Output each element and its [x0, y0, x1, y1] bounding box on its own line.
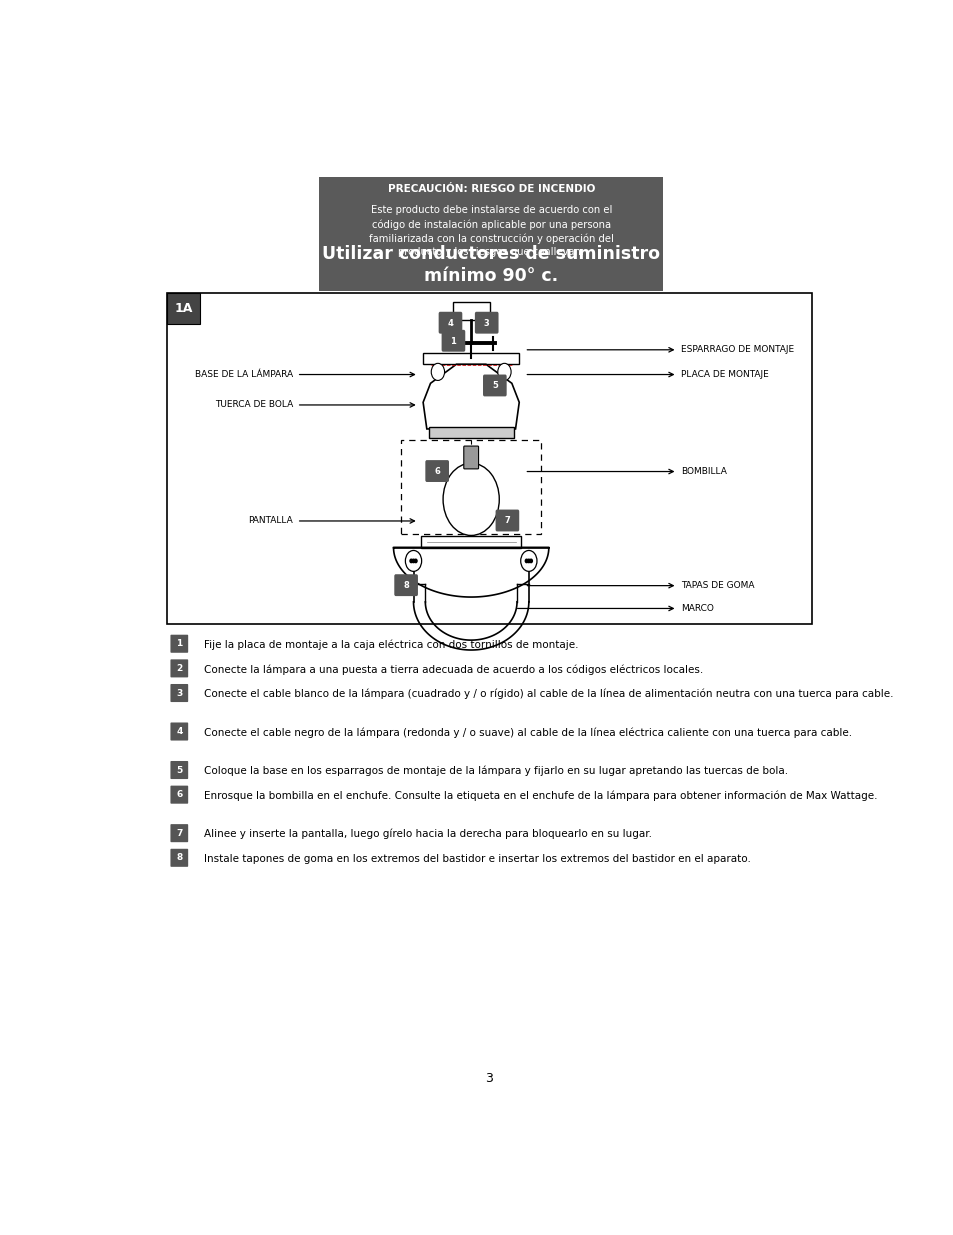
Bar [453, 303, 489, 320]
FancyBboxPatch shape [171, 635, 188, 653]
Text: Conecte el cable blanco de la lámpara (cuadrado y / o rígido) al cable de la lín: Conecte el cable blanco de la lámpara (c… [204, 689, 893, 699]
Text: 3: 3 [484, 1072, 493, 1084]
Text: BASE DE LA LÁMPARA: BASE DE LA LÁMPARA [194, 370, 293, 379]
Text: Conecte la lámpara a una puesta a tierra adecuada de acuerdo a los códigos eléct: Conecte la lámpara a una puesta a tierra… [204, 664, 703, 674]
Text: TAPAS DE GOMA: TAPAS DE GOMA [680, 582, 754, 590]
Text: Instale tapones de goma en los extremos del bastidor e insertar los extremos del: Instale tapones de goma en los extremos … [204, 853, 751, 863]
Bar [400, 441, 541, 535]
Circle shape [442, 463, 498, 536]
Text: 8: 8 [403, 582, 409, 590]
Text: 3: 3 [176, 689, 182, 698]
FancyBboxPatch shape [171, 785, 188, 804]
Circle shape [525, 559, 527, 563]
Text: 2: 2 [176, 664, 182, 673]
Circle shape [497, 363, 511, 380]
Text: 4: 4 [176, 727, 182, 736]
Text: ESPARRAGO DE MONTAJE: ESPARRAGO DE MONTAJE [680, 346, 794, 354]
Polygon shape [423, 364, 518, 429]
Text: Utilizar conductores de suministro
mínimo 90° c.: Utilizar conductores de suministro mínim… [322, 246, 659, 285]
Text: Este producto debe instalarse de acuerdo con el
código de instalación aplicable : Este producto debe instalarse de acuerdo… [369, 205, 613, 257]
Text: PRECAUCIÓN: RIESGO DE INCENDIO: PRECAUCIÓN: RIESGO DE INCENDIO [387, 184, 595, 194]
Text: 3: 3 [483, 319, 489, 327]
FancyBboxPatch shape [171, 684, 188, 701]
Text: 7: 7 [504, 516, 510, 525]
Text: PLACA DE MONTAJE: PLACA DE MONTAJE [680, 370, 768, 379]
FancyBboxPatch shape [171, 761, 188, 779]
Circle shape [431, 363, 444, 380]
Text: 4: 4 [447, 319, 453, 327]
FancyBboxPatch shape [425, 461, 449, 482]
Bar [420, 536, 521, 547]
Circle shape [529, 559, 532, 563]
FancyBboxPatch shape [495, 510, 518, 531]
Text: Alinee y inserte la pantalla, luego gírelo hacia la derecha para bloquearlo en s: Alinee y inserte la pantalla, luego gíre… [204, 829, 652, 840]
Text: 1: 1 [176, 640, 182, 648]
FancyBboxPatch shape [171, 848, 188, 867]
FancyBboxPatch shape [475, 311, 498, 333]
Polygon shape [394, 547, 548, 597]
FancyBboxPatch shape [438, 311, 462, 333]
Text: PANTALLA: PANTALLA [248, 516, 293, 525]
Text: 5: 5 [176, 766, 182, 774]
Text: 1: 1 [450, 337, 456, 346]
Text: MARCO: MARCO [680, 604, 713, 613]
Circle shape [527, 559, 530, 563]
Circle shape [410, 559, 413, 563]
FancyBboxPatch shape [482, 374, 506, 396]
Circle shape [412, 559, 415, 563]
Text: Fije la placa de montaje a la caja eléctrica con dos tornillos de montaje.: Fije la placa de montaje a la caja eléct… [204, 640, 578, 650]
Bar [423, 353, 518, 364]
Text: TUERCA DE BOLA: TUERCA DE BOLA [214, 400, 293, 410]
Text: 7: 7 [176, 829, 182, 837]
FancyBboxPatch shape [167, 293, 199, 325]
Text: 6: 6 [434, 467, 439, 475]
FancyBboxPatch shape [171, 824, 188, 842]
Text: 6: 6 [176, 790, 182, 799]
FancyBboxPatch shape [171, 659, 188, 678]
Text: 8: 8 [176, 853, 182, 862]
Circle shape [414, 559, 416, 563]
Circle shape [520, 551, 537, 572]
Bar [167, 293, 811, 624]
Bar [428, 427, 513, 438]
FancyBboxPatch shape [441, 330, 465, 352]
FancyBboxPatch shape [394, 574, 417, 597]
Bar [319, 177, 662, 290]
Text: BOMBILLA: BOMBILLA [680, 467, 726, 475]
Text: Enrosque la bombilla en el enchufe. Consulte la etiqueta en el enchufe de la lám: Enrosque la bombilla en el enchufe. Cons… [204, 790, 877, 800]
Text: Coloque la base en los esparragos de montaje de la lámpara y fijarlo en su lugar: Coloque la base en los esparragos de mon… [204, 766, 788, 777]
FancyBboxPatch shape [463, 446, 478, 469]
Circle shape [405, 551, 421, 572]
Text: 1A: 1A [174, 303, 193, 315]
Text: Conecte el cable negro de la lámpara (redonda y / o suave) al cable de la línea : Conecte el cable negro de la lámpara (re… [204, 727, 852, 737]
Text: 5: 5 [492, 382, 497, 390]
FancyBboxPatch shape [171, 722, 188, 741]
